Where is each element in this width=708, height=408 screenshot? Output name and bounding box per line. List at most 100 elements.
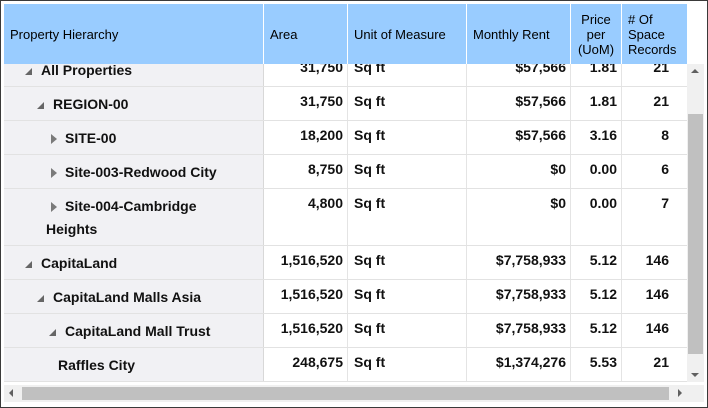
column-header-label-line: (UoM) (577, 41, 615, 57)
row-label: All Properties (41, 64, 133, 78)
vertical-scrollbar[interactable] (687, 64, 704, 382)
area-cell: 1,516,520 (264, 246, 348, 279)
column-header-label-line: Records (628, 41, 677, 57)
unit-of-measure-cell: Sq ft (348, 280, 467, 313)
unit-of-measure-cell: Sq ft (348, 121, 467, 154)
price-per-uom-cell: 5.12 (571, 246, 622, 279)
row-label-continuation: Heights (46, 221, 98, 237)
horizontal-scroll-thumb[interactable] (22, 387, 669, 400)
space-records-cell: 7 (661, 195, 669, 211)
row-label: CapitaLand Malls Asia (53, 289, 202, 305)
column-header-unit-of-measure[interactable]: Unit of Measure (348, 4, 467, 64)
price-per-uom-cell: 0.00 (571, 189, 622, 245)
column-header-label-line: per (586, 26, 606, 42)
row-label: SITE-00 (65, 130, 117, 146)
vertical-scroll-thumb[interactable] (688, 114, 703, 354)
price-per-uom-cell: 5.53 (571, 348, 622, 381)
unit-of-measure-cell: Sq ft (348, 155, 467, 188)
unit-of-measure-cell: Sq ft (348, 189, 467, 245)
price-per-uom-cell: 5.12 (571, 280, 622, 313)
hierarchy-cell (4, 246, 264, 279)
monthly-rent-cell: $0 (467, 155, 571, 188)
row-label: CapitaLand Mall Trust (65, 323, 211, 339)
space-records-cell: 21 (653, 93, 669, 109)
table-row[interactable]: SITE-00 18,200 Sq ft $57,566 3.16 8 (4, 121, 687, 155)
scroll-up-icon[interactable] (691, 69, 699, 73)
price-per-uom-cell: 1.81 (571, 64, 622, 86)
table-row[interactable]: All Properties 31,750 Sq ft $57,566 1.81 21 (4, 64, 687, 87)
table-row[interactable]: CapitaLand 1,516,520 Sq ft $7,758,933 5.12 14… (4, 246, 687, 280)
row-label: REGION-00 (53, 96, 129, 112)
area-cell: 18,200 (264, 121, 348, 154)
monthly-rent-cell: $1,374,276 (467, 348, 571, 381)
scroll-right-icon[interactable] (678, 389, 682, 397)
unit-of-measure-cell: Sq ft (348, 64, 467, 86)
hierarchy-cell (4, 87, 264, 120)
collapse-triangle-icon[interactable] (25, 68, 32, 75)
column-header-space-records[interactable]: # Of Space Records (622, 4, 687, 64)
row-label: Raffles City (58, 357, 136, 373)
table-row[interactable]: Site-004-Cambridge Heights 4,800 Sq ft $0 0.0… (4, 189, 687, 246)
table-row[interactable]: Raffles City 248,675 Sq ft $1,374,276 5.53 21 (4, 348, 687, 382)
hierarchy-cell (4, 314, 264, 347)
table-row[interactable]: Site-003-Redwood City 8,750 Sq ft $0 0.00 6 (4, 155, 687, 189)
area-cell: 8,750 (264, 155, 348, 188)
price-per-uom-cell: 0.00 (571, 155, 622, 188)
monthly-rent-cell: $7,758,933 (467, 246, 571, 279)
scroll-down-icon[interactable] (691, 373, 699, 377)
horizontal-scrollbar[interactable] (4, 385, 687, 402)
column-header-price-per-uom[interactable]: Price per (UoM) (571, 4, 622, 64)
grid-body: All Properties 31,750 Sq ft $57,566 1.81 21 RE… (4, 64, 687, 382)
unit-of-measure-cell: Sq ft (348, 348, 467, 381)
price-per-uom-cell: 5.12 (571, 314, 622, 347)
column-header-monthly-rent[interactable]: Monthly Rent (467, 4, 571, 64)
scroll-left-icon[interactable] (9, 389, 13, 397)
space-records-cell: 8 (661, 127, 669, 143)
price-per-uom-cell: 1.81 (571, 87, 622, 120)
hierarchy-cell (4, 121, 264, 154)
area-cell: 31,750 (264, 87, 348, 120)
row-label: CapitaLand (41, 255, 118, 271)
expand-triangle-icon[interactable] (51, 202, 57, 212)
column-header-label-line: # Of (628, 11, 653, 27)
unit-of-measure-cell: Sq ft (348, 314, 467, 347)
hierarchy-cell (4, 280, 264, 313)
monthly-rent-cell: $57,566 (467, 64, 571, 86)
space-records-cell: 146 (645, 320, 669, 336)
column-header-property-hierarchy[interactable]: Property Hierarchy (4, 4, 264, 64)
collapse-triangle-icon[interactable] (25, 261, 32, 268)
monthly-rent-cell: $7,758,933 (467, 314, 571, 347)
expand-triangle-icon[interactable] (51, 134, 57, 144)
column-header-label: Property Hierarchy (10, 26, 119, 42)
area-cell: 1,516,520 (264, 314, 348, 347)
collapse-triangle-icon[interactable] (37, 102, 44, 109)
space-records-cell: 21 (653, 354, 669, 370)
hierarchy-cell (4, 189, 264, 245)
column-header-label-line: Space (628, 26, 665, 42)
monthly-rent-cell: $7,758,933 (467, 280, 571, 313)
space-records-cell: 146 (645, 286, 669, 302)
column-header-label: Unit of Measure (354, 26, 446, 42)
row-label: Site-003-Redwood City (65, 164, 217, 180)
scrollbar-corner (687, 385, 704, 402)
unit-of-measure-cell: Sq ft (348, 87, 467, 120)
table-row[interactable]: CapitaLand Malls Asia 1,516,520 Sq ft $7,75… (4, 280, 687, 314)
column-header-area[interactable]: Area (264, 4, 348, 64)
hierarchy-cell (4, 348, 264, 381)
area-cell: 1,516,520 (264, 280, 348, 313)
table-row[interactable]: REGION-00 31,750 Sq ft $57,566 1.81 21 (4, 87, 687, 121)
grid-header: Property Hierarchy Area Unit of Measure … (4, 4, 687, 64)
collapse-triangle-icon[interactable] (37, 295, 44, 302)
table-row[interactable]: CapitaLand Mall Trust 1,516,520 Sq ft $7,75… (4, 314, 687, 348)
space-records-cell: 6 (661, 161, 669, 177)
area-cell: 4,800 (264, 189, 348, 245)
area-cell: 248,675 (264, 348, 348, 381)
collapse-triangle-icon[interactable] (49, 329, 56, 336)
area-cell: 31,750 (264, 64, 348, 86)
expand-triangle-icon[interactable] (51, 168, 57, 178)
row-label: Site-004-Cambridge (65, 198, 197, 214)
hierarchy-cell (4, 64, 264, 86)
column-header-label: Monthly Rent (473, 26, 550, 42)
unit-of-measure-cell: Sq ft (348, 246, 467, 279)
